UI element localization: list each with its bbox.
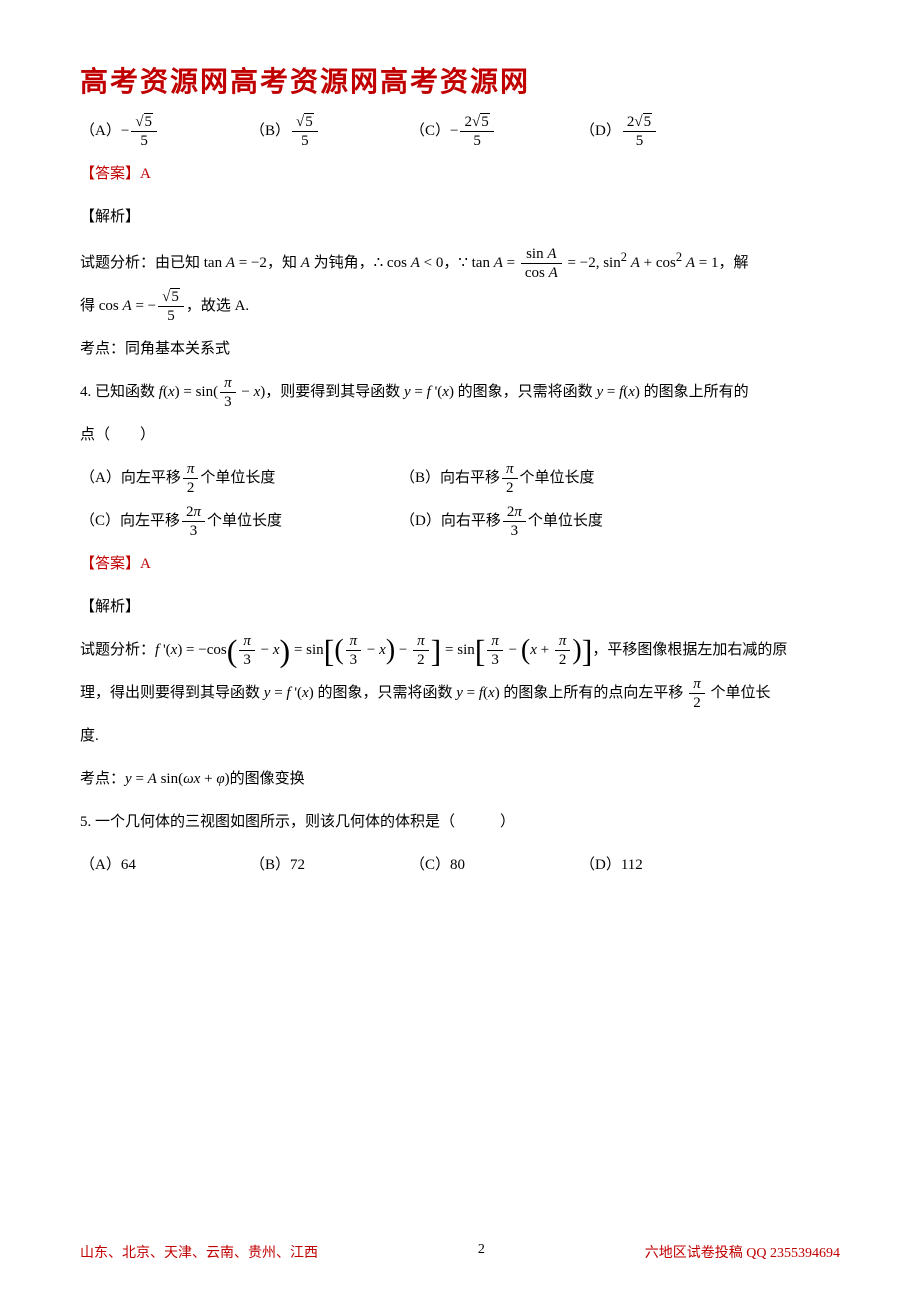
opt-math: −55 bbox=[121, 112, 159, 151]
q4-analysis-label: 【解析】 bbox=[80, 588, 840, 627]
footer-left: 山东、北京、天津、云南、贵州、江西 bbox=[80, 1242, 318, 1262]
q3-answer: 【答案】A bbox=[80, 155, 840, 194]
q3-option-c: （C） −255 bbox=[410, 112, 570, 151]
header-banner: 高考资源网高考资源网高考资源网 bbox=[80, 60, 840, 100]
q5-option-b: （B）72 bbox=[250, 846, 400, 885]
q3-kaodian: 考点：同角基本关系式 bbox=[80, 330, 840, 369]
q5-option-d: （D）112 bbox=[580, 846, 720, 885]
q4-options-row2: （C）向左平移 2π3 个单位长度 （D）向右平移 2π3 个单位长度 bbox=[80, 502, 840, 541]
text: 试题分析：f '(x) = −cos(π3 − x) = sin[(π3 − x… bbox=[80, 642, 787, 658]
q4-stem-p2: 点（ ） bbox=[80, 416, 840, 455]
opt-math: 55 bbox=[290, 112, 320, 151]
q4-option-c: （C）向左平移 2π3 个单位长度 bbox=[80, 502, 390, 541]
q3-option-d: （D） 255 bbox=[580, 112, 720, 151]
q3-analysis-label: 【解析】 bbox=[80, 198, 840, 237]
opt-math: −255 bbox=[450, 112, 496, 151]
q4-answer: 【答案】A bbox=[80, 545, 840, 584]
q4-analysis-p1: 试题分析：f '(x) = −cos(π3 − x) = sin[(π3 − x… bbox=[80, 631, 840, 670]
q4-kaodian: 考点：y = A sin(ωx + φ)的图像变换 bbox=[80, 760, 840, 799]
q3-analysis-p2: 得 cos A = −55，故选 A. bbox=[80, 287, 840, 326]
opt-label: （A） bbox=[80, 112, 121, 151]
q4-options-row1: （A）向左平移 π2 个单位长度 （B）向右平移 π2 个单位长度 bbox=[80, 459, 840, 498]
q3-option-b: （B） 55 bbox=[250, 112, 400, 151]
q5-option-c: （C）80 bbox=[410, 846, 570, 885]
q4-analysis-p2: 理，得出则要得到其导函数 y = f '(x) 的图象，只需将函数 y = f(… bbox=[80, 674, 840, 713]
q3-analysis-p1: 试题分析：由已知 tan A = −2，知 A 为钝角，∴ cos A < 0，… bbox=[80, 241, 840, 283]
q5-stem: 5. 一个几何体的三视图如图所示，则该几何体的体积是（ ） bbox=[80, 803, 840, 842]
text: 试题分析：由已知 tan A = −2，知 A 为钝角，∴ cos A < 0，… bbox=[80, 255, 749, 271]
q5-option-a: （A）64 bbox=[80, 846, 240, 885]
page-number: 2 bbox=[478, 1242, 485, 1262]
q3-options: （A） −55 （B） 55 （C） −255 （D） 255 bbox=[80, 112, 840, 151]
page: 高考资源网高考资源网高考资源网 （A） −55 （B） 55 （C） −255 … bbox=[0, 0, 920, 1302]
text: 得 cos A = −55，故选 A. bbox=[80, 298, 249, 314]
opt-label: （D） bbox=[580, 112, 621, 151]
q4-option-a: （A）向左平移 π2 个单位长度 bbox=[80, 459, 390, 498]
opt-label: （C） bbox=[410, 112, 450, 151]
footer: 山东、北京、天津、云南、贵州、江西 2 六地区试卷投稿 QQ 235539469… bbox=[80, 1242, 840, 1262]
q4-analysis-p3: 度. bbox=[80, 717, 840, 756]
q5-options: （A）64 （B）72 （C）80 （D）112 bbox=[80, 846, 840, 885]
opt-math: 255 bbox=[621, 112, 658, 151]
footer-right: 六地区试卷投稿 QQ 2355394694 bbox=[645, 1242, 840, 1262]
q3-option-a: （A） −55 bbox=[80, 112, 240, 151]
text: 4. 已知函数 f(x) = sin(π3 − x)，则要得到其导函数 y = … bbox=[80, 384, 749, 400]
q4-stem-p1: 4. 已知函数 f(x) = sin(π3 − x)，则要得到其导函数 y = … bbox=[80, 373, 840, 412]
q4-option-d: （D）向右平移 2π3 个单位长度 bbox=[400, 502, 710, 541]
opt-label: （B） bbox=[250, 112, 290, 151]
q4-option-b: （B）向右平移 π2 个单位长度 bbox=[400, 459, 710, 498]
text: 考点：y = A sin(ωx + φ)的图像变换 bbox=[80, 771, 305, 787]
text: 理，得出则要得到其导函数 y = f '(x) 的图象，只需将函数 y = f(… bbox=[80, 685, 770, 701]
